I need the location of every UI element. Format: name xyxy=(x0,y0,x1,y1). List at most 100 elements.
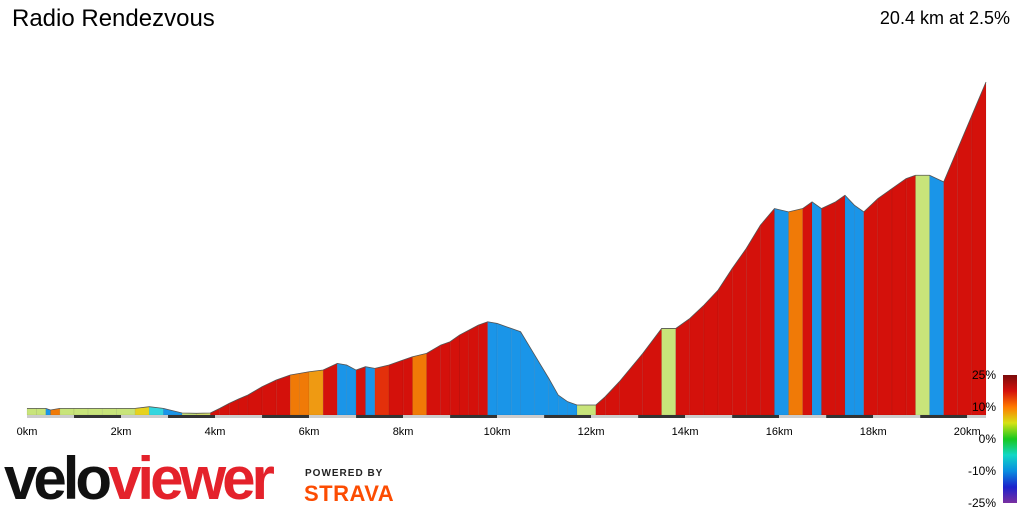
profile-segment xyxy=(459,329,470,416)
veloviewer-logo: veloviewer xyxy=(4,449,275,509)
x-tick-label: 4km xyxy=(205,426,226,438)
x-tick-label: 10km xyxy=(484,426,511,438)
km-bar xyxy=(873,415,921,418)
profile-segment xyxy=(971,81,987,416)
profile-segment xyxy=(412,353,427,416)
profile-segments xyxy=(26,81,987,416)
x-axis: 0km 2km 4km 6km 8km 10km 12km 14km 16km 18km 20km xyxy=(17,426,981,438)
profile-segment xyxy=(891,178,907,416)
x-tick-label: 18km xyxy=(860,426,887,438)
profile-segment xyxy=(496,323,512,416)
profile-segment xyxy=(957,115,973,416)
profile-segment xyxy=(774,208,789,416)
km-bar xyxy=(732,415,780,418)
profile-segment xyxy=(308,369,324,416)
gradient-legend-label: 10% xyxy=(972,400,996,414)
x-tick-label: 6km xyxy=(299,426,320,438)
profile-segment xyxy=(811,201,822,416)
gradient-legend-bar xyxy=(1003,375,1017,503)
km-bar xyxy=(168,415,216,418)
profile-segment xyxy=(854,204,865,416)
profile-segment xyxy=(101,408,117,416)
profile-segment xyxy=(322,362,338,416)
gradient-legend-label: -10% xyxy=(968,464,996,478)
km-bar xyxy=(826,415,874,418)
profile-segment xyxy=(760,207,775,416)
profile-segment xyxy=(468,324,479,416)
profile-segment xyxy=(943,148,959,416)
profile-segment xyxy=(844,194,855,416)
veloviewer-logo-viewer: viewer xyxy=(108,445,275,512)
profile-segment xyxy=(576,404,597,416)
profile-segment xyxy=(440,341,451,416)
profile-segment xyxy=(821,201,836,416)
profile-segment xyxy=(915,174,930,416)
gradient-legend-label: 25% xyxy=(972,368,996,382)
profile-segment xyxy=(402,356,413,416)
profile-segment xyxy=(26,408,37,416)
profile-segment xyxy=(929,174,944,416)
km-bar xyxy=(450,415,498,418)
km-bar xyxy=(74,415,122,418)
km-bar xyxy=(262,415,310,418)
km-bar xyxy=(309,415,357,418)
profile-segment xyxy=(703,289,719,416)
km-bar xyxy=(967,415,986,418)
profile-segment xyxy=(346,364,357,416)
gradient-legend-label: -25% xyxy=(968,496,996,510)
veloviewer-logo-velo: velo xyxy=(4,445,112,512)
profile-segment xyxy=(520,330,535,416)
profile-segment xyxy=(835,194,846,416)
profile-segment xyxy=(746,224,761,416)
segment-summary: 20.4 km at 2.5% xyxy=(879,8,1010,28)
profile-segment xyxy=(449,334,460,416)
profile-segment xyxy=(802,201,813,416)
profile-segment xyxy=(619,352,644,416)
profile-segment xyxy=(595,396,606,416)
profile-segment xyxy=(905,174,916,416)
profile-segment xyxy=(717,267,733,416)
profile-segment xyxy=(478,321,488,416)
strava-logo: STRAVA xyxy=(304,481,395,506)
profile-segment xyxy=(731,247,747,416)
profile-segment xyxy=(374,364,390,416)
km-bar xyxy=(403,415,451,418)
profile-segment xyxy=(388,359,404,416)
profile-segment xyxy=(877,188,893,416)
km-bar xyxy=(544,415,592,418)
profile-segment xyxy=(275,374,291,416)
profile-segment xyxy=(219,402,230,416)
profile-segment xyxy=(365,366,376,416)
km-bar xyxy=(215,415,263,418)
profile-segment xyxy=(116,408,136,416)
profile-segment xyxy=(487,321,498,416)
profile-segment xyxy=(290,373,300,416)
profile-segment xyxy=(355,366,366,416)
x-tick-label: 2km xyxy=(111,426,132,438)
profile-segment xyxy=(548,377,559,416)
profile-segment xyxy=(510,328,521,416)
x-tick-label: 12km xyxy=(578,426,605,438)
profile-segment xyxy=(73,408,89,416)
km-bar xyxy=(591,415,639,418)
km-bar xyxy=(685,415,733,418)
x-tick-label: 16km xyxy=(766,426,793,438)
profile-segment xyxy=(788,208,803,416)
profile-segment xyxy=(87,408,103,416)
profile-outline xyxy=(27,81,987,414)
x-tick-label: 14km xyxy=(672,426,699,438)
gradient-legend-label: 0% xyxy=(979,432,997,446)
profile-segment xyxy=(689,304,705,416)
km-bar xyxy=(779,415,827,418)
km-bar xyxy=(920,415,968,418)
profile-segment xyxy=(337,363,347,416)
km-bar xyxy=(497,415,545,418)
profile-segment xyxy=(299,371,310,416)
profile-segment xyxy=(863,197,879,416)
x-tick-label: 8km xyxy=(393,426,414,438)
powered-by-label: POWERED BY xyxy=(305,468,384,479)
km-bar xyxy=(356,415,404,418)
x-tick-label: 20km xyxy=(954,426,981,438)
profile-segment xyxy=(36,408,47,416)
